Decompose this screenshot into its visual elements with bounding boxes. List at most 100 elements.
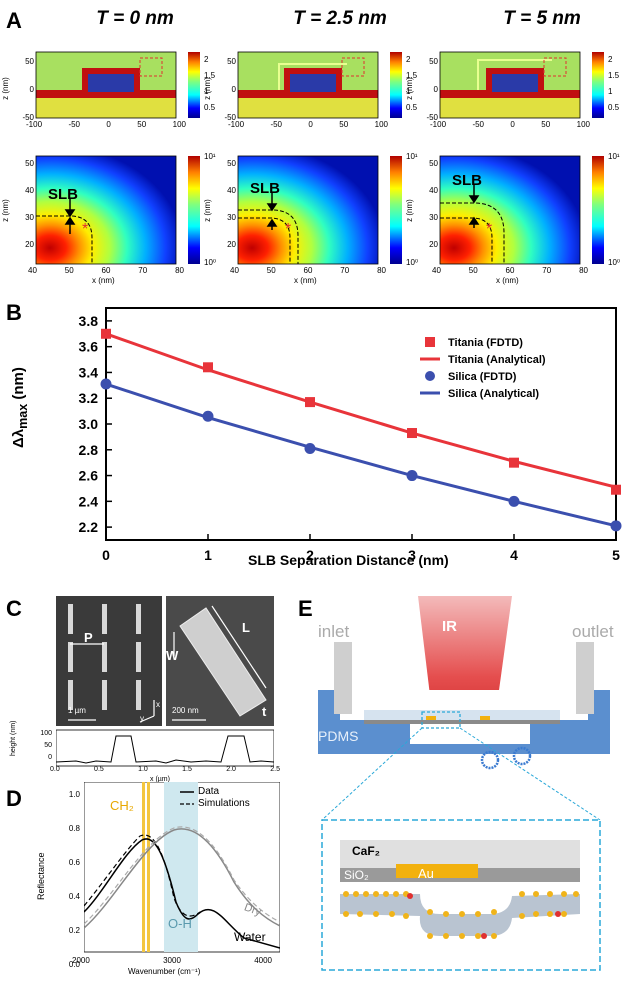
chart-b-ytick-label: 2.4: [79, 493, 99, 509]
top-x-ticks-1: -100 -50 0 50 100: [26, 120, 186, 129]
chart-b-series-line: [105, 332, 617, 489]
field-plot-1: *: [35, 155, 177, 265]
band-oh-label: O-H: [168, 916, 192, 931]
chart-b-ytick-label: 2.2: [79, 519, 99, 535]
chart-b-point: [100, 378, 112, 390]
chart-b-xtick-label: 3: [408, 547, 416, 563]
svg-text:*: *: [486, 221, 492, 238]
svg-text:*: *: [285, 221, 291, 238]
bottom-y-ticks-2: 50 40 30 20: [227, 159, 236, 249]
bottom-cbar-top-tick-2: 10¹: [406, 152, 418, 161]
bottom-x-ticks-3: 40 50 60 70 80: [432, 266, 588, 275]
bottom-x-label-3: x (nm): [496, 276, 519, 285]
chart-b-legend-marker: [425, 337, 435, 347]
panel-a-title-3: T = 5 nm: [503, 8, 581, 29]
bottom-y-label-1: z (nm): [0, 199, 10, 222]
top-cbar-ticks-2: 2 1.5 1 0.5: [406, 55, 418, 112]
chart-b-ytick-label: 3.0: [79, 416, 99, 432]
slb-label-1: SLB: [48, 186, 78, 203]
panel-a-title-1: T = 0 nm: [96, 8, 174, 29]
top-cbar-ticks-3: 2 1.5 1 0.5: [608, 55, 620, 112]
chart-b-ytick-label: 3.8: [79, 313, 99, 329]
svg-text:*: *: [82, 221, 88, 238]
top-y-ticks-3: 50 0 -50: [426, 57, 438, 122]
chart-b-series-line: [105, 382, 617, 528]
chart-b-frame: [105, 307, 617, 541]
field-plot-2: *: [237, 155, 379, 265]
slb-arrows: [64, 184, 480, 234]
chart-b-ytick-label: 3.4: [79, 364, 99, 380]
chart-b-legend-label: Silica (Analytical): [448, 388, 539, 400]
structure-plot-1: [35, 51, 177, 119]
chart-b-legend-label: Titania (Analytical): [448, 354, 546, 366]
chart-b-xtick-label: 5: [612, 547, 620, 563]
bottom-x-label-2: x (nm): [294, 276, 317, 285]
chart-b-xtick-label: 1: [204, 547, 212, 563]
sem-label-l: L: [242, 620, 250, 635]
chart-b-xlabel: SLB Separation Distance (nm): [248, 552, 449, 568]
bottom-cbar-top-tick-1: 10¹: [204, 152, 216, 161]
chart-b-point: [101, 328, 111, 339]
reflectance-y-label: Reflectance: [36, 852, 46, 900]
panel-e-label: E: [298, 596, 313, 621]
structure-plot-2: [237, 51, 379, 119]
top-x-ticks-3: -100 -50 0 50 100: [430, 120, 590, 129]
top-colorbars: [188, 52, 604, 118]
top-y-label-1: z (nm): [0, 77, 10, 100]
reflectance-plot: [84, 782, 280, 953]
chart-b-point: [202, 410, 214, 422]
chart-b-point: [508, 495, 520, 507]
sio2-label: SiO₂: [344, 868, 369, 882]
structure-plot-3: [439, 51, 581, 119]
legend-simulations: Simulations: [198, 798, 250, 809]
sem-label-w: W: [166, 648, 179, 663]
sem-label-p: P: [84, 630, 93, 645]
profile-y-ticks: 100 50 0: [40, 730, 52, 761]
top-y-ticks-1: 50 0 -50: [22, 57, 34, 122]
bottom-cbar-bottom-tick-2: 10⁰: [406, 258, 419, 267]
chart-b-ytick-label: 3.6: [79, 339, 99, 355]
top-x-ticks-2: -100 -50 0 50 100: [228, 120, 388, 129]
bottom-y-ticks-1: 50 40 30 20: [25, 159, 34, 249]
chart-b-xtick-label: 0: [102, 547, 110, 563]
chart-b-ytick-label: 3.2: [79, 390, 99, 406]
sem-images: [56, 596, 274, 726]
curve-water-label: Water: [234, 930, 266, 944]
sem-axis-y: y: [140, 714, 144, 723]
bottom-y-ticks-3: 50 40 30 20: [429, 159, 438, 249]
bottom-cbar-top-tick-3: 10¹: [608, 152, 620, 161]
chart-b-point: [407, 428, 417, 439]
field-plot-3: *: [439, 155, 581, 265]
au-label: Au: [418, 866, 434, 881]
chart-b-point: [509, 457, 519, 468]
chart-b-ytick-label: 2.6: [79, 468, 99, 484]
bottom-colorbars: [188, 156, 604, 264]
chart-b-xtick-label: 4: [510, 547, 518, 563]
inlet-label: inlet: [318, 622, 350, 641]
reflectance-x-ticks: 2000 3000 4000: [72, 956, 272, 965]
sem-axis-x: x: [156, 700, 160, 709]
profile-x-ticks: 0.0 0.5 1.0 1.5 2.0 2.5: [50, 766, 280, 773]
panel-a-figure: * * *: [35, 51, 604, 265]
chart-b-legend-marker: [425, 371, 435, 381]
panel-b-label: B: [6, 300, 22, 325]
profile-x-label: x (µm): [150, 776, 170, 783]
flow-cell-schematic: [318, 596, 610, 971]
slb-label-2: SLB: [250, 180, 280, 197]
chart-b-legend-label: Titania (FDTD): [448, 337, 523, 349]
top-y-label-2: z (nm): [202, 77, 212, 100]
panel-b-chart: 2.2 2.4 2.6 2.8 3.0 3.2 3.4 3.6 3.8 0 1 2 3 4 5 Titania…: [79, 307, 622, 563]
reflectance-y-ticks: 1.0 0.8 0.6 0.4 0.2 0.0: [68, 790, 80, 969]
panel-a-label: A: [6, 8, 22, 33]
bottom-x-ticks-1: 40 50 60 70 80: [28, 266, 184, 275]
sem-scale-1: 1 µm: [68, 706, 86, 715]
panel-a-title-2: T = 2.5 nm: [293, 8, 387, 29]
bottom-y-label-3: z (nm): [404, 199, 414, 222]
sem-scale-2: 200 nm: [172, 706, 199, 715]
top-y-label-3: z (nm): [404, 77, 414, 100]
height-profile: [56, 729, 274, 767]
top-y-ticks-2: 50 0 -50: [224, 57, 236, 122]
band-ch2-label: CH₂: [110, 798, 134, 813]
chart-b-point: [305, 397, 315, 408]
bottom-cbar-bottom-tick-3: 10⁰: [608, 258, 621, 267]
